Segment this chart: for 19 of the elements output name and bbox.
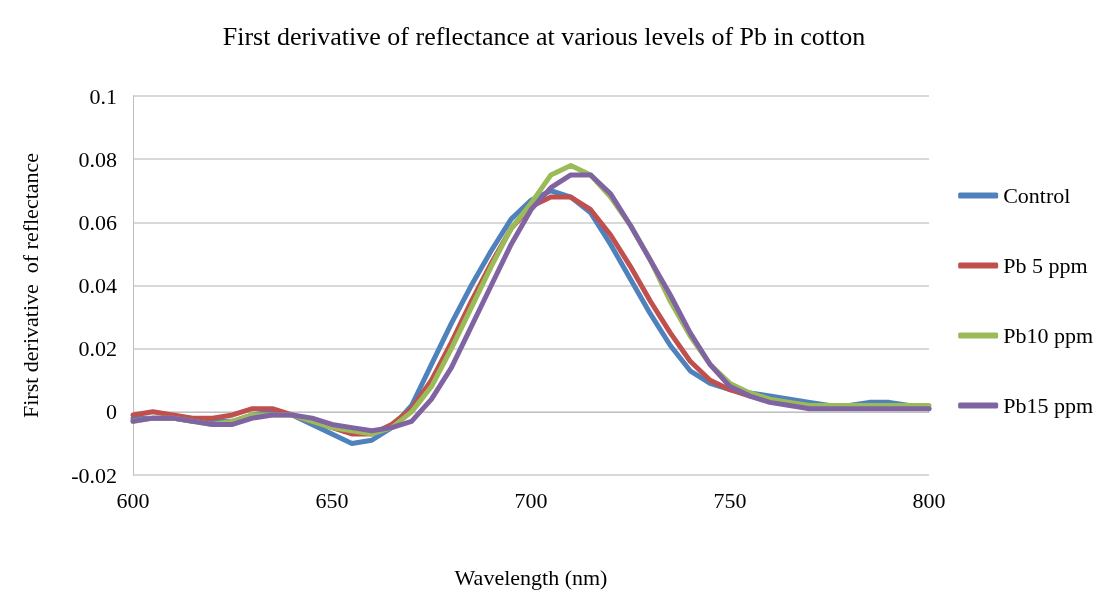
x-tick-label: 600: [116, 487, 150, 513]
x-tick-label: 800: [912, 487, 946, 513]
y-tick-label: 0.06: [78, 209, 117, 235]
x-tick-label: 650: [315, 487, 349, 513]
y-tick-label: 0.02: [78, 336, 117, 362]
x-axis-title: Wavelength (nm): [454, 564, 608, 590]
chart-title: First derivative of reflectance at various levels of Pb in cotton: [222, 21, 866, 51]
y-tick-label: 0: [106, 399, 117, 425]
y-axis-title: First derivative of reflectance: [17, 152, 43, 419]
legend-label: Pb10 ppm: [1003, 323, 1094, 348]
x-tick-label: 750: [713, 487, 747, 513]
legend-label: Pb 5 ppm: [1003, 253, 1088, 278]
y-tick-label: 0.04: [78, 273, 117, 298]
legend-label: Control: [1003, 183, 1071, 208]
x-tick-label: 700: [514, 487, 548, 513]
y-tick-label: 0.08: [78, 146, 117, 172]
y-tick-label: 0.1: [89, 83, 117, 109]
y-tick-label: -0.02: [71, 462, 117, 488]
legend-label: Pb15 ppm: [1003, 393, 1094, 418]
